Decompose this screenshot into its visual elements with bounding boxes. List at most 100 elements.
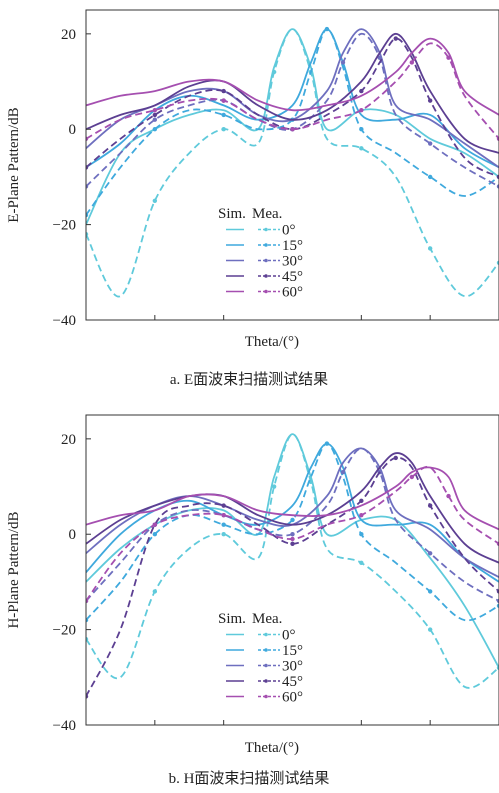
data-point-mea-30deg — [496, 184, 499, 189]
legend-header-sim: Sim. — [218, 611, 246, 627]
legend-header-mea: Mea. — [252, 206, 282, 222]
series-mea-15deg — [86, 28, 499, 216]
data-point-mea-30deg — [86, 184, 89, 189]
data-point-mea-60deg — [446, 493, 451, 499]
series-sim-60deg — [86, 37, 499, 116]
data-point-mea-30deg — [340, 60, 346, 65]
series-sim-45deg — [86, 32, 499, 154]
y-axis-label: E-Plane Pattern/dB — [6, 107, 22, 222]
legend-label: 45° — [282, 269, 303, 285]
figure-caption: b. H面波束扫描测试结果 — [169, 770, 330, 787]
data-point-mea-15deg — [290, 517, 295, 523]
data-point-mea-45deg — [290, 541, 295, 546]
data-point-mea-60deg — [290, 536, 295, 542]
legend-header-mea: Mea. — [252, 611, 282, 627]
data-point-mea-45deg — [427, 503, 433, 508]
chart-panel-h-plane: 20 0 −20 −40 Theta/(°) H-Plane Pattern/dB b. H… — [6, 414, 499, 787]
legend: Sim. Mea.0°15°30°45°60° — [214, 609, 314, 709]
data-point-mea-60deg — [496, 136, 499, 141]
legend-marker-mea — [264, 632, 268, 637]
series-sim-0deg — [86, 28, 499, 225]
data-point-mea-0deg — [271, 69, 277, 75]
legend-label: 60° — [282, 285, 303, 301]
data-point-mea-0deg — [496, 260, 499, 265]
legend-background — [214, 609, 314, 709]
legend: Sim. Mea.0°15°30°45°60° — [214, 204, 314, 304]
y-axis-label: H-Plane Pattern/dB — [6, 511, 22, 628]
y-tick-label: −40 — [53, 718, 76, 734]
data-point-mea-60deg — [359, 512, 364, 518]
data-point-mea-15deg — [427, 174, 433, 180]
data-point-mea-60deg — [446, 55, 451, 60]
legend-label: 15° — [282, 643, 303, 659]
data-point-mea-45deg — [496, 589, 499, 594]
legend-marker-mea — [264, 243, 268, 247]
data-point-mea-60deg — [221, 512, 226, 518]
data-point-mea-0deg — [152, 589, 158, 594]
data-point-mea-15deg — [324, 26, 330, 32]
data-point-mea-30deg — [152, 117, 158, 122]
data-point-mea-45deg — [496, 174, 499, 180]
series-mea-60deg — [86, 465, 499, 602]
legend-marker-mea — [264, 679, 268, 683]
data-point-mea-45deg — [393, 455, 398, 461]
data-point-mea-60deg — [409, 474, 415, 480]
y-tick-label: 20 — [61, 27, 76, 43]
plot-area — [86, 433, 499, 699]
data-point-mea-0deg — [427, 246, 433, 251]
data-point-mea-0deg — [359, 146, 364, 151]
data-point-mea-0deg — [427, 627, 433, 632]
data-point-mea-0deg — [359, 560, 364, 566]
data-point-mea-45deg — [427, 98, 433, 103]
data-point-mea-15deg — [152, 532, 158, 537]
data-point-mea-60deg — [359, 107, 364, 113]
y-tick-label: −20 — [53, 218, 76, 234]
data-point-mea-15deg — [359, 127, 364, 132]
legend-label: 30° — [282, 659, 303, 675]
legend-label: 45° — [282, 674, 303, 690]
data-point-mea-0deg — [86, 231, 89, 237]
data-point-mea-0deg — [152, 198, 158, 203]
series-mea-45deg — [86, 37, 499, 178]
data-point-mea-60deg — [496, 541, 499, 546]
data-point-mea-0deg — [221, 127, 226, 132]
y-tick-label: −20 — [53, 623, 76, 639]
legend-label: 0° — [282, 223, 296, 239]
legend-marker-mea — [264, 289, 268, 294]
series-sim-60deg — [86, 466, 499, 531]
data-point-mea-0deg — [271, 484, 277, 489]
legend-label: 30° — [282, 254, 303, 270]
legend-marker-mea — [264, 258, 268, 263]
series-mea-45deg — [86, 456, 499, 697]
y-tick-label: 0 — [69, 527, 77, 543]
data-point-mea-60deg — [86, 136, 89, 141]
series-mea-60deg — [86, 42, 499, 140]
data-point-mea-45deg — [86, 694, 89, 699]
legend-marker-mea — [264, 694, 268, 699]
data-point-mea-45deg — [152, 112, 158, 118]
data-point-mea-15deg — [86, 617, 89, 623]
data-point-mea-30deg — [340, 470, 346, 475]
plot-area — [86, 26, 499, 298]
data-point-mea-60deg — [152, 107, 158, 113]
data-point-mea-0deg — [86, 636, 89, 642]
y-tick-label: 0 — [69, 122, 77, 138]
series-mea-15deg — [86, 442, 499, 622]
series-sim-30deg — [86, 28, 499, 169]
data-point-mea-60deg — [290, 127, 295, 132]
data-point-mea-60deg — [409, 60, 415, 65]
data-point-mea-0deg — [496, 665, 499, 670]
x-axis-label: Theta/(°) — [245, 740, 299, 756]
series-mea-0deg — [86, 28, 499, 298]
data-point-mea-15deg — [496, 603, 499, 608]
legend-header-sim: Sim. — [218, 206, 246, 222]
legend-marker-mea — [264, 648, 268, 652]
y-tick-label: −40 — [53, 313, 76, 329]
data-point-mea-45deg — [221, 88, 226, 94]
data-point-mea-45deg — [221, 503, 226, 508]
data-point-mea-45deg — [359, 88, 364, 94]
y-tick-label: 20 — [61, 432, 76, 448]
series-mea-0deg — [86, 433, 499, 689]
data-point-mea-30deg — [427, 141, 433, 146]
data-point-mea-15deg — [359, 532, 364, 537]
